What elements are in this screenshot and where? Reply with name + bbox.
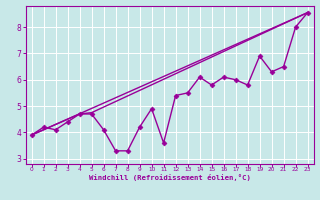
X-axis label: Windchill (Refroidissement éolien,°C): Windchill (Refroidissement éolien,°C)	[89, 174, 251, 181]
